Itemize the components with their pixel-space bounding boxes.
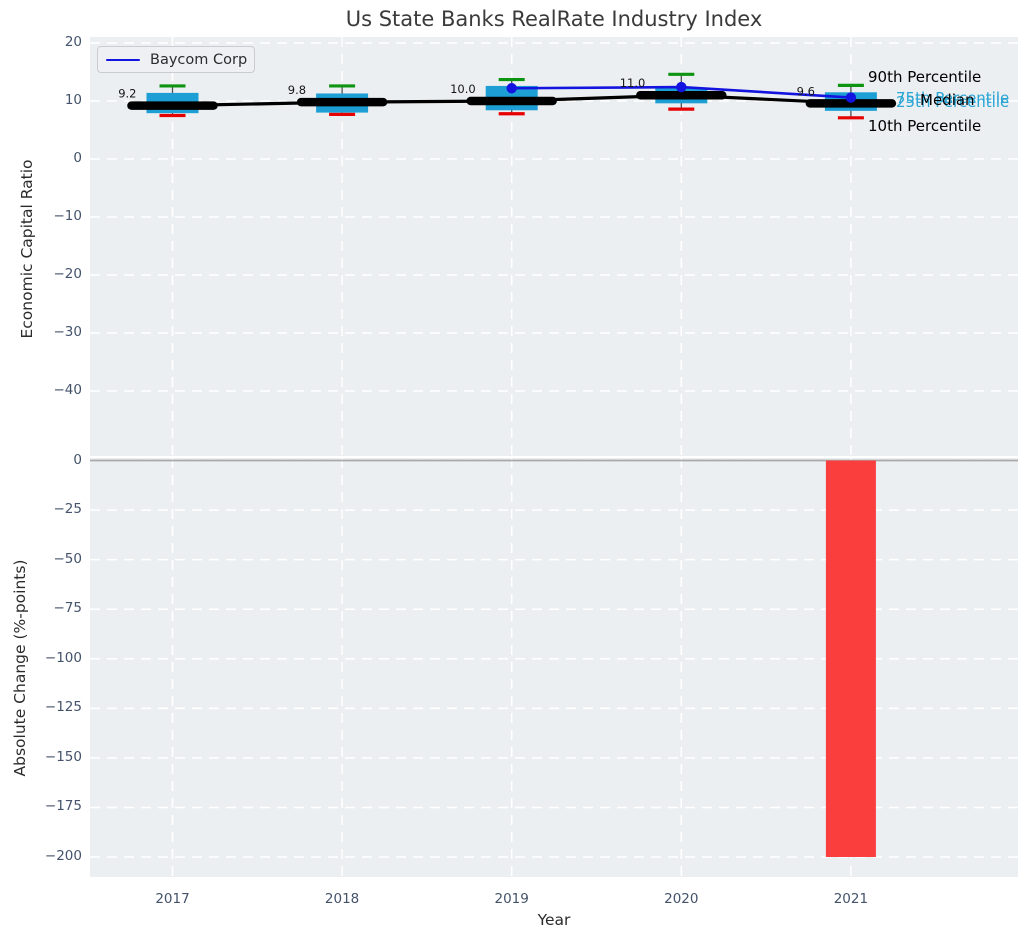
top-y-tick-label: 10 (64, 92, 82, 108)
legend-label: Baycom Corp (150, 51, 248, 68)
top-y-tick-label: −30 (53, 324, 83, 340)
bottom-plot-area (90, 458, 1018, 877)
annotation-25th-percentile: 25th Percentile (896, 93, 1010, 111)
x-axis-label: Year (537, 911, 571, 929)
top-y-tick-label: −40 (53, 382, 83, 398)
x-tick-label: 2018 (324, 891, 360, 907)
baycom-point (506, 83, 517, 94)
x-tick-label: 2019 (494, 891, 529, 907)
median-value-label: 9.2 (118, 87, 136, 101)
annotation-10th-percentile: 10th Percentile (868, 117, 982, 135)
x-tick-label: 2021 (833, 891, 869, 907)
bottom-y-tick-label: −125 (44, 699, 82, 716)
median-value-label: 10.0 (450, 82, 476, 96)
legend-line-sample (106, 58, 140, 61)
top-y-axis-label: Economic Capital Ratio (18, 159, 36, 339)
top-y-tick-label: −20 (53, 266, 83, 282)
bottom-y-axis-label: Absolute Change (%-points) (11, 559, 29, 777)
bottom-y-tick-label: −50 (53, 550, 83, 567)
bottom-y-tick-label: 0 (73, 451, 82, 468)
bottom-y-tick-label: −75 (53, 600, 83, 617)
box-group-2017 (146, 84, 199, 118)
median-value-label: 9.8 (288, 83, 306, 97)
x-tick-label: 2020 (664, 891, 699, 907)
x-tick-label: 2017 (155, 891, 190, 907)
change-bar-2021 (825, 460, 876, 857)
annotation-75th-percentile: 75th Percentile (896, 89, 1010, 107)
bottom-y-tick-label: −100 (44, 649, 82, 666)
bottom-y-tick-label: −200 (44, 848, 82, 864)
annotation-median: Median (920, 91, 975, 109)
baycom-point (676, 81, 687, 93)
median-value-label: 9.6 (797, 84, 815, 98)
median-value-label: 11.0 (620, 76, 646, 90)
baycom-point (845, 92, 857, 103)
annotation-90th-percentile: 90th Percentile (868, 68, 982, 86)
top-plot-area: 9.2 9.8 10.0 11.0 9.6 (90, 37, 1018, 456)
bottom-y-tick-label: −150 (44, 748, 82, 765)
top-y-tick-label: 0 (73, 150, 82, 166)
bottom-y-tick-label: −175 (44, 798, 82, 815)
bottom-y-tick-label: −25 (53, 501, 83, 518)
chart-title: Us State Banks RealRate Industry Index (345, 7, 763, 31)
top-y-tick-label: −10 (53, 208, 83, 224)
legend: Baycom Corp (97, 46, 255, 73)
top-y-tick-label: 20 (64, 34, 82, 50)
